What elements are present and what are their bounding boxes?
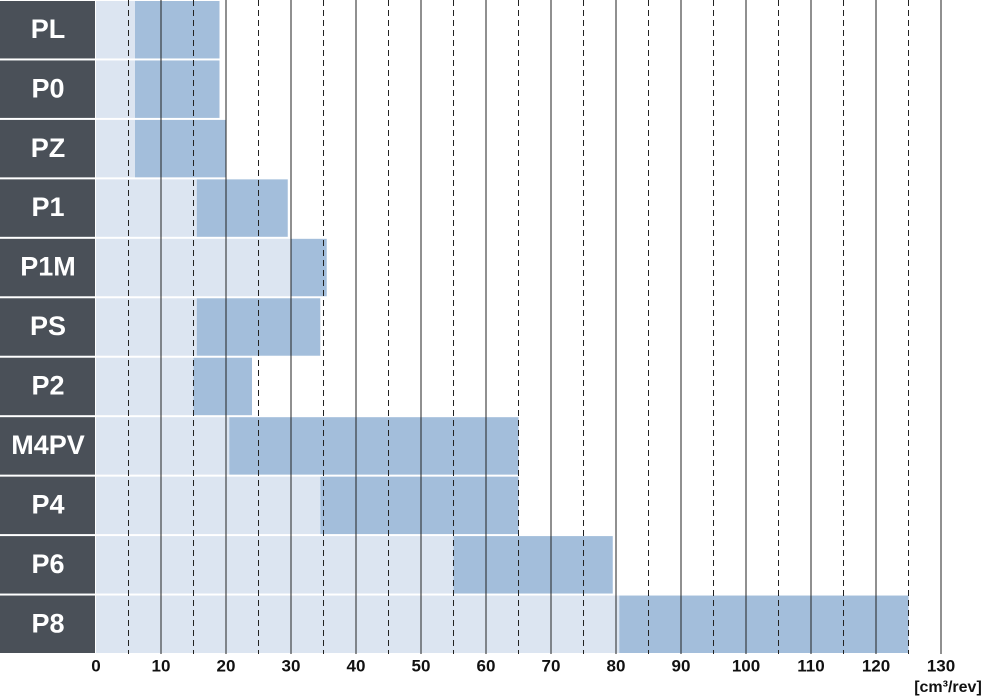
category-label: P2 [31,371,64,401]
x-tick-label: 70 [542,656,561,675]
range-bar [619,595,909,653]
range-bar [229,417,519,475]
range-bar [135,119,226,178]
category-cell [0,536,95,594]
category-label: P4 [31,489,64,519]
range-bar [291,238,327,297]
category-cell [0,476,95,535]
x-tick-label: 30 [282,656,301,675]
range-bar [196,298,321,356]
x-tick-label: 0 [91,656,100,675]
category-cell [0,595,95,653]
category-label: PS [30,311,66,341]
lead-bar [96,238,291,297]
category-cell [0,357,95,416]
lead-bar [96,1,135,59]
range-bar [320,476,519,535]
lead-bar [96,119,135,178]
x-tick-label: 20 [217,656,236,675]
range-bar [135,60,220,118]
category-label: P1 [31,192,64,222]
lead-bar [96,595,620,653]
category-cell [0,119,95,178]
range-bar [193,357,252,416]
category-cell [0,417,95,475]
category-label: P0 [31,73,64,103]
x-tick-label: 90 [672,656,691,675]
x-tick-label: 110 [797,656,824,675]
category-cell [0,60,95,118]
x-tick-label: 130 [927,656,955,675]
x-tick-label: 100 [732,656,760,675]
category-cell [0,298,95,356]
lead-bar [96,476,321,535]
category-label: PZ [31,133,66,163]
range-bar [196,179,288,237]
x-tick-label: 50 [412,656,431,675]
category-label: P1M [20,252,76,282]
lead-bar [96,536,454,594]
lead-bar [96,60,135,118]
x-tick-label: 80 [607,656,626,675]
range-bar [135,1,220,59]
x-tick-label: 60 [477,656,496,675]
category-label: PL [31,14,66,44]
category-label: M4PV [11,430,85,460]
category-label: P8 [31,608,64,638]
category-label: P6 [31,549,64,579]
x-tick-label: 10 [152,656,171,675]
category-cell [0,238,95,297]
category-cell [0,179,95,237]
lead-bar [96,417,230,475]
x-axis-label: [cm³/rev] [914,679,982,696]
x-tick-label: 40 [347,656,366,675]
range-bar [453,536,613,594]
lead-bar [96,298,197,356]
lead-bar [96,357,194,416]
lead-bar [96,179,197,237]
x-tick-label: 120 [862,656,890,675]
category-cell [0,1,95,59]
